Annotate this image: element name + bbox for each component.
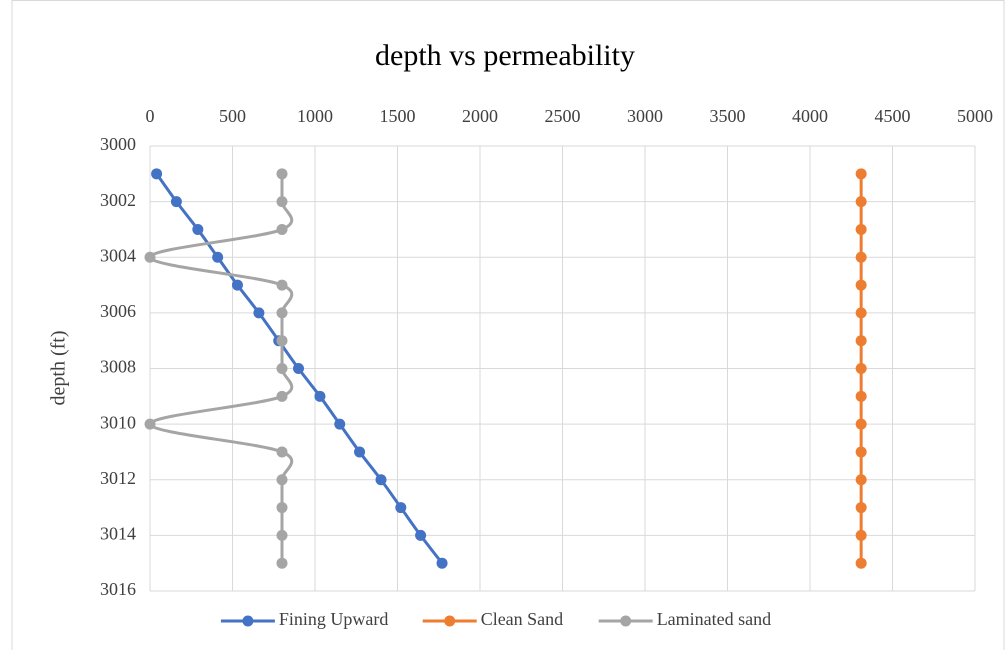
y-tick-label: 3008 [100, 357, 136, 377]
legend-marker [620, 615, 632, 627]
data-point [314, 390, 326, 402]
data-point [231, 279, 243, 291]
y-tick-label: 3004 [100, 245, 136, 265]
data-point [354, 446, 366, 458]
data-point [855, 529, 867, 541]
data-point [144, 418, 156, 430]
x-tick-label: 2000 [462, 106, 498, 126]
x-tick-label: 1500 [380, 106, 416, 126]
data-point [276, 390, 288, 402]
y-tick-label: 3002 [100, 190, 136, 210]
data-point [375, 474, 387, 486]
chart-frame [11, 0, 1005, 650]
data-point [855, 474, 867, 486]
legend-label: Fining Upward [279, 609, 389, 629]
data-point [855, 557, 867, 569]
data-point [436, 557, 448, 569]
data-point [855, 363, 867, 374]
x-tick-label: 4500 [875, 106, 911, 126]
data-point [855, 335, 867, 347]
y-tick-label: 3012 [100, 468, 136, 488]
x-tick-label: 500 [219, 106, 246, 126]
data-point [855, 418, 867, 430]
x-tick-label: 4000 [792, 106, 828, 126]
legend-marker [242, 615, 254, 627]
data-point [192, 223, 204, 235]
data-point [334, 418, 346, 430]
x-tick-label: 3500 [710, 106, 746, 126]
data-point [276, 557, 288, 569]
data-point [212, 251, 224, 263]
data-point [170, 196, 182, 208]
data-point [855, 307, 867, 319]
data-point [276, 363, 288, 374]
data-point [276, 223, 288, 235]
data-point [276, 335, 288, 347]
data-point [276, 168, 288, 180]
data-point [276, 446, 288, 458]
data-point [253, 307, 265, 319]
y-tick-label: 3006 [100, 301, 136, 321]
chart-title: depth vs permeability [375, 39, 635, 72]
legend-label: Laminated sand [657, 609, 771, 629]
x-tick-label: 1000 [297, 106, 333, 126]
data-point [293, 363, 304, 374]
data-point [855, 502, 867, 514]
y-tick-label: 3016 [100, 579, 136, 599]
data-point [415, 529, 427, 541]
legend-marker [444, 615, 456, 627]
x-tick-label: 5000 [957, 106, 993, 126]
data-point [276, 502, 288, 514]
data-point [276, 529, 288, 541]
data-point [855, 446, 867, 458]
data-point [276, 279, 288, 291]
y-tick-label: 3010 [100, 412, 136, 432]
data-point [144, 251, 156, 263]
data-point [855, 168, 867, 180]
data-point [855, 223, 867, 235]
data-point [855, 251, 867, 263]
data-point [855, 279, 867, 291]
x-tick-label: 2500 [545, 106, 581, 126]
x-tick-label: 3000 [627, 106, 663, 126]
x-tick-label: 0 [146, 106, 155, 126]
y-axis-label: depth (ft) [48, 331, 70, 406]
data-point [151, 168, 163, 180]
legend-label: Clean Sand [481, 609, 564, 629]
data-point [276, 307, 288, 319]
data-point [276, 196, 288, 208]
data-point [855, 390, 867, 402]
data-point [855, 196, 867, 208]
data-point [395, 502, 407, 514]
y-tick-label: 3014 [100, 524, 136, 544]
data-point [276, 474, 288, 486]
y-tick-label: 3000 [100, 134, 136, 154]
